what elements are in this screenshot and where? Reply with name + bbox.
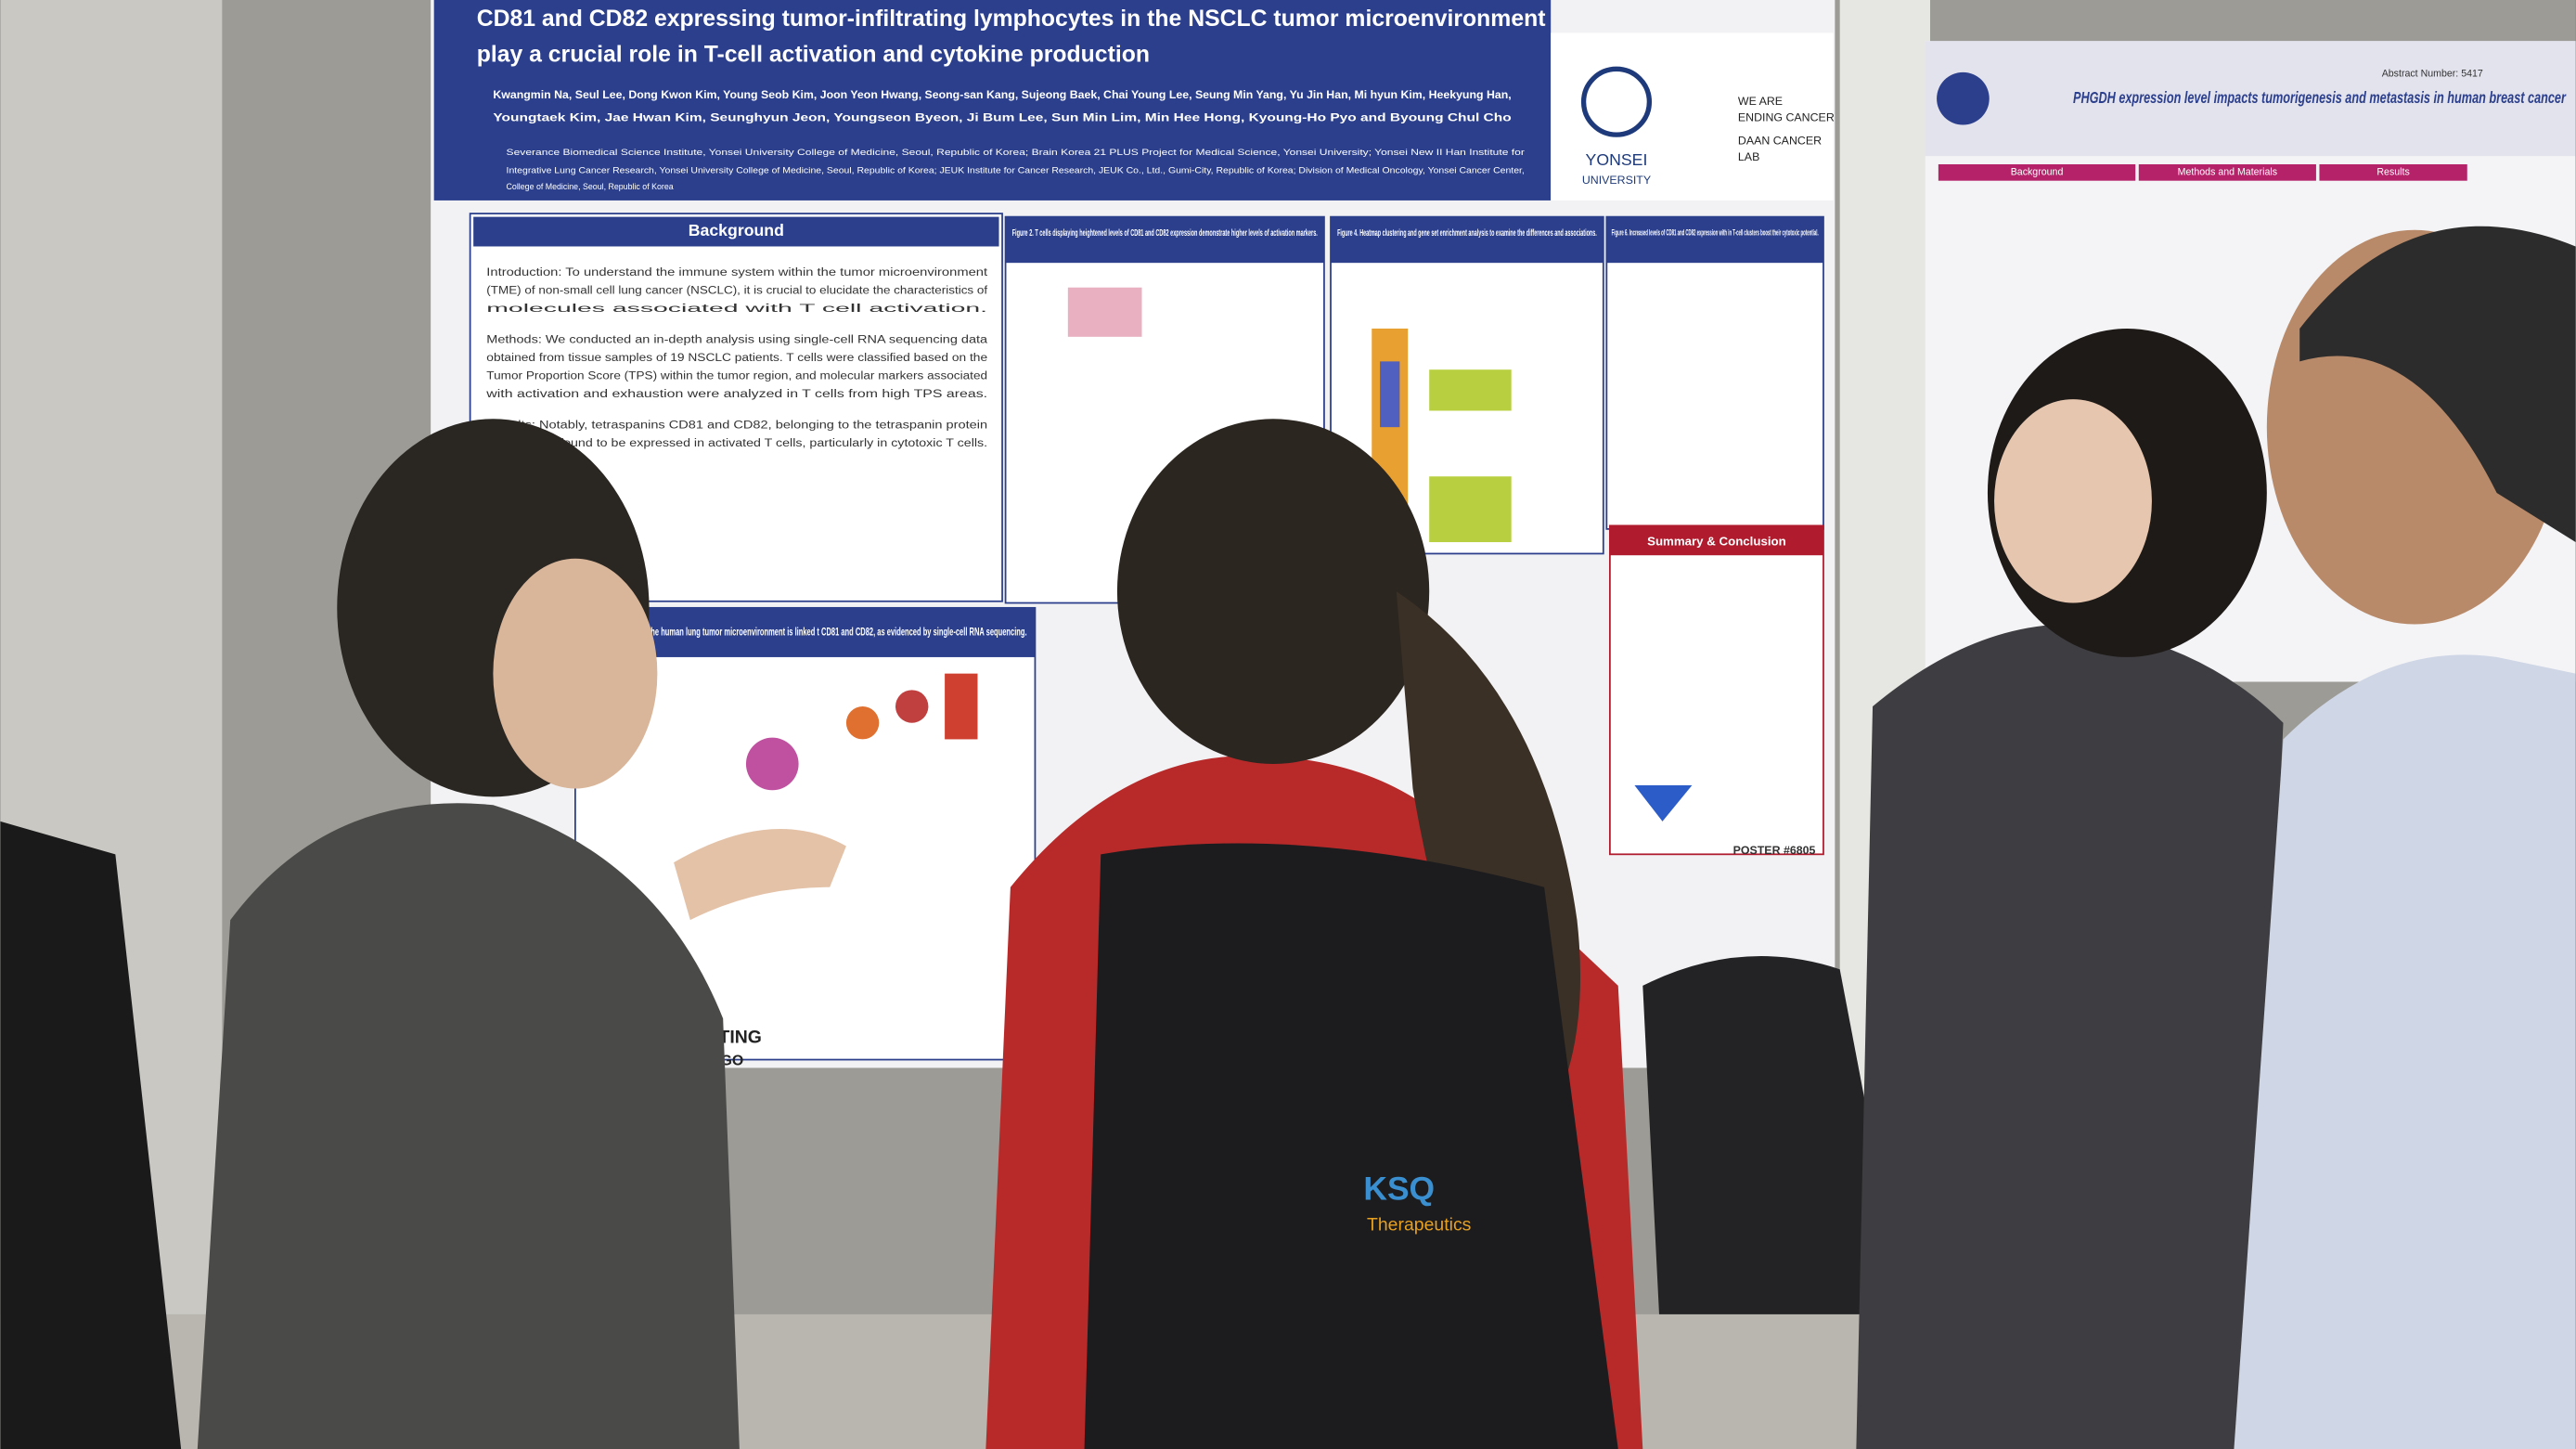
yonsei-seal — [1580, 66, 1653, 137]
background-line: (TME) of non-small cell lung cancer (NSC… — [486, 285, 988, 296]
poster-title: CD81 and CD82 expressing tumor-infiltrat… — [477, 6, 1546, 32]
summary-box — [1609, 524, 1824, 856]
figure-bars — [1429, 476, 1512, 543]
person-far-right — [2234, 654, 2576, 1449]
figure-plot — [1067, 287, 1142, 337]
section-heading: Background — [2011, 167, 2064, 178]
background-line: Tumor Proportion Score (TPS) within the … — [486, 370, 987, 382]
poster-affiliation: College of Medicine, Seoul, Republic of … — [507, 182, 674, 191]
figure-caption: Figure 6. Increased levels of CD81 and C… — [1612, 228, 1819, 238]
lab-text: ENDING CANCER — [1738, 111, 1835, 124]
section-header — [2319, 163, 2467, 181]
backpack-logo: KSQ — [1363, 1171, 1435, 1207]
figure-caption: Figure 2. T cells displaying heightened … — [1012, 228, 1318, 239]
heatmap — [1380, 361, 1400, 428]
figure-caption: of T cells in the human lung tumor micro… — [608, 627, 1026, 638]
diagram-arrow — [1634, 784, 1693, 822]
lab-text: LAB — [1738, 150, 1759, 163]
backpack — [1084, 843, 1618, 1449]
section-heading: Summary & Conclusion — [1647, 535, 1786, 549]
heatmap — [945, 673, 978, 740]
background-line: obtained from tissue samples of 19 NSCLC… — [486, 353, 987, 364]
black-bag — [1642, 956, 1906, 1314]
section-header — [473, 216, 999, 247]
background-line: with activation and exhaustion were anal… — [485, 389, 987, 400]
background-line: family, were found to be expressed in ac… — [486, 438, 987, 449]
background-line: molecules associated with T cell activat… — [486, 304, 987, 315]
poster-affiliation: Integrative Lung Cancer Research, Yonsei… — [507, 165, 1525, 175]
foreground-person — [0, 821, 182, 1449]
abstract-number: Abstract Number: 5417 — [2382, 68, 2483, 79]
section-heading: Results — [2376, 167, 2409, 178]
person-left-face — [493, 558, 658, 789]
university-seal — [1937, 71, 1990, 125]
background-line: Introduction: To understand the immune s… — [486, 267, 988, 278]
person-left — [197, 803, 740, 1449]
person-right-face — [1994, 399, 2152, 603]
pointing-hand — [674, 829, 846, 921]
section-header — [1938, 163, 2136, 181]
section-header — [1609, 525, 1823, 556]
figure-panel — [1605, 215, 1824, 530]
lab-text: DAAN CANCER — [1738, 134, 1822, 147]
person-far-right-hair — [2299, 226, 2576, 543]
right-poster-header — [1925, 41, 2576, 157]
figure-bars — [1429, 369, 1512, 411]
poster-title: play a crucial role in T-cell activation… — [477, 43, 1150, 68]
umap-plot — [745, 737, 799, 791]
university-name: UNIVERSITY — [1582, 174, 1651, 187]
university-name: YONSEI — [1586, 150, 1648, 169]
person-right-woman — [1856, 624, 2284, 1449]
poster-affiliation: Severance Biomedical Science Institute, … — [507, 148, 1525, 157]
umap-plot — [845, 706, 880, 740]
poster-header — [433, 0, 1552, 201]
backpack-logo: Therapeutics — [1367, 1214, 1472, 1235]
section-header — [2138, 163, 2316, 181]
umap-plot — [895, 690, 929, 723]
background-line: Methods: We conducted an in-depth analys… — [486, 334, 988, 345]
poster-authors: Youngtaek Kim, Jae Hwan Kim, Seunghyun J… — [493, 111, 1512, 124]
lab-text: WE ARE — [1738, 95, 1783, 108]
right-poster-title: PHGDH expression level impacts tumorigen… — [2073, 88, 2567, 107]
background-line: Results: Notably, tetraspanins CD81 and … — [486, 420, 987, 431]
person-center-hair — [1116, 419, 1430, 764]
section-heading: Background — [689, 221, 784, 239]
section-header — [1005, 216, 1324, 264]
section-header — [1606, 216, 1823, 264]
poster-number: POSTER #6805 — [1733, 844, 1816, 857]
background-text: Introduction: To understand the immune s… — [485, 267, 988, 449]
section-heading: Methods and Materials — [2178, 167, 2277, 178]
poster-authors: Kwangmin Na, Seul Lee, Dong Kwon Kim, Yo… — [493, 88, 1511, 101]
section-header — [1331, 216, 1604, 264]
figure-caption: Figure 4. Heatmap clustering and gene se… — [1337, 228, 1597, 239]
